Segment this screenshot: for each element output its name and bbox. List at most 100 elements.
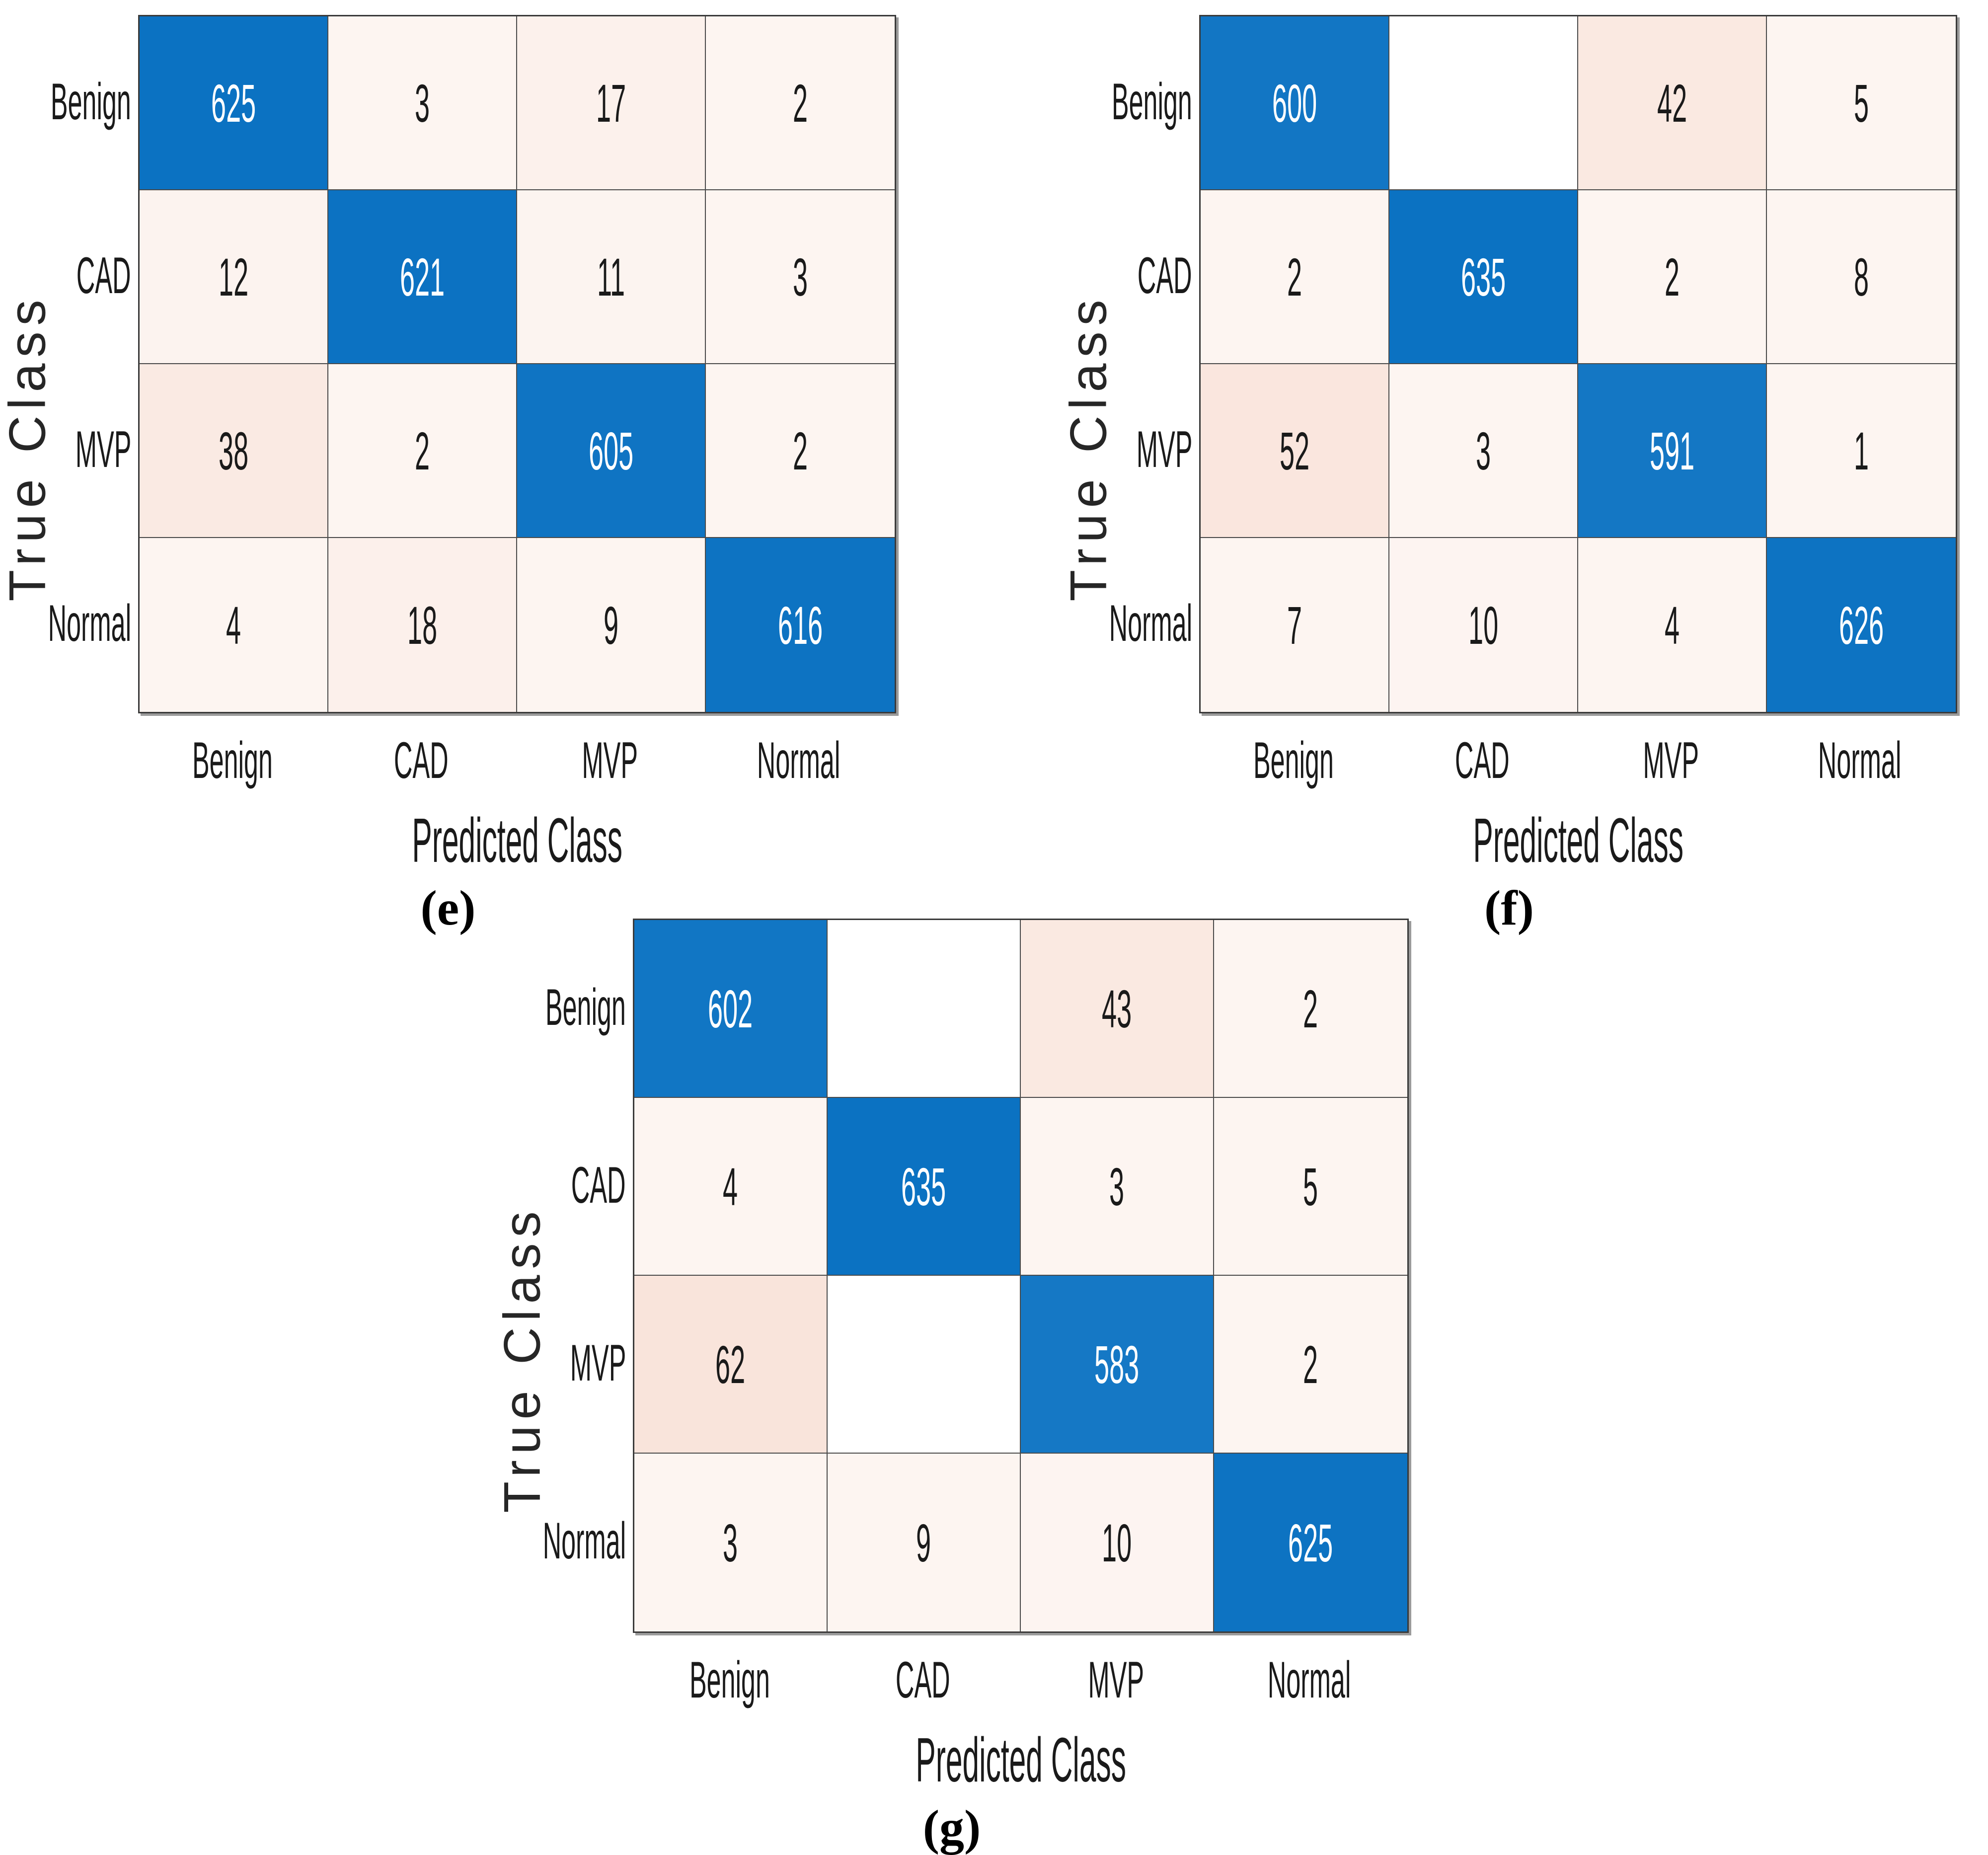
matrix-cell: 2 xyxy=(1214,920,1407,1098)
cell-value: 52 xyxy=(1279,420,1310,481)
panel-f-axes: True Class Benign CAD MVP Normal 600 42 5 2 635… xyxy=(1060,15,1957,880)
matrix-cell: 8 xyxy=(1767,190,1956,364)
row-label: Benign xyxy=(51,15,138,189)
row-label: Normal xyxy=(1109,537,1199,710)
panel-e-ylabel-column: True Class xyxy=(0,15,57,880)
row-label: CAD xyxy=(1117,189,1199,363)
confusion-matrix-panel-e: True Class Benign CAD MVP Normal 625 3 17 2 12 6… xyxy=(0,15,896,933)
row-label: Normal xyxy=(542,1452,633,1630)
row-label-text: Benign xyxy=(545,978,626,1036)
col-label-text: CAD xyxy=(1455,732,1510,789)
x-axis-label: Predicted Class xyxy=(1473,805,1683,875)
matrix-cell: 9 xyxy=(828,1454,1021,1631)
cell-value: 2 xyxy=(792,420,808,481)
cell-value: 42 xyxy=(1657,73,1687,133)
col-label: Benign xyxy=(1199,728,1388,793)
cell-value: 10 xyxy=(1102,1512,1132,1573)
cell-value: 9 xyxy=(916,1512,931,1573)
col-label: MVP xyxy=(1019,1648,1213,1712)
cell-value: 591 xyxy=(1649,420,1695,481)
row-label-text: CAD xyxy=(1138,246,1192,305)
matrix-cell: 3 xyxy=(1021,1098,1214,1276)
confusion-matrix-grid: 625 3 17 2 12 621 11 3 38 2 605 2 4 18 9 616 xyxy=(138,15,896,713)
panel-g-ylabel-column: True Class xyxy=(493,919,551,1800)
matrix-cell: 52 xyxy=(1201,364,1389,538)
cell-value: 17 xyxy=(596,73,626,133)
row-label-text: Benign xyxy=(51,73,131,131)
cell-value: 625 xyxy=(211,73,256,133)
col-label-text: MVP xyxy=(1088,1651,1144,1709)
matrix-cell: 18 xyxy=(328,538,517,712)
panel-g-row-labels: Benign CAD MVP Normal xyxy=(542,919,633,1800)
col-label: Normal xyxy=(704,728,893,793)
row-label-text: MVP xyxy=(75,420,131,478)
cell-value: 3 xyxy=(723,1512,738,1573)
cell-value: 18 xyxy=(407,595,438,655)
panel-e-col-labels: Benign CAD MVP Normal xyxy=(138,728,896,793)
col-label: CAD xyxy=(327,728,516,793)
panel-f-row-labels: Benign CAD MVP Normal xyxy=(1109,15,1199,880)
cell-value: 12 xyxy=(218,246,249,307)
row-label-text: CAD xyxy=(571,1156,626,1214)
matrix-cell: 621 xyxy=(328,190,517,364)
row-label-text: Normal xyxy=(48,594,131,652)
matrix-cell: 5 xyxy=(1214,1098,1407,1276)
row-label-text: Normal xyxy=(542,1512,626,1570)
col-label-text: Benign xyxy=(689,1651,770,1709)
col-label-text: MVP xyxy=(1643,732,1699,789)
cell-value: 635 xyxy=(1460,246,1506,307)
cell-value: 2 xyxy=(1664,246,1680,307)
row-label: CAD xyxy=(550,1096,633,1274)
col-label: Normal xyxy=(1213,1648,1406,1712)
cell-value: 5 xyxy=(1853,73,1869,133)
col-label-text: CAD xyxy=(895,1651,950,1709)
matrix-cell: 2 xyxy=(1214,1276,1407,1454)
y-axis-label: True Class xyxy=(1060,294,1118,602)
col-label-text: Normal xyxy=(1818,732,1902,789)
panel-g-col-labels: Benign CAD MVP Normal xyxy=(633,1648,1409,1712)
col-label: CAD xyxy=(1388,728,1577,793)
row-label: Normal xyxy=(48,537,138,710)
matrix-cell: 625 xyxy=(1214,1454,1407,1631)
row-label: Benign xyxy=(545,919,633,1096)
col-label-text: MVP xyxy=(582,732,638,789)
panel-caption: (e) xyxy=(420,880,476,935)
confusion-matrix-grid: 602 43 2 4 635 3 5 62 583 2 3 9 10 625 xyxy=(633,919,1409,1633)
cell-value: 8 xyxy=(1853,246,1869,307)
matrix-cell: 591 xyxy=(1578,364,1767,538)
col-label: Benign xyxy=(138,728,327,793)
col-label-text: Normal xyxy=(757,732,841,789)
matrix-cell: 2 xyxy=(706,16,895,190)
cell-value: 62 xyxy=(715,1334,746,1394)
matrix-cell: 3 xyxy=(328,16,517,190)
panel-e-row-labels: Benign CAD MVP Normal xyxy=(48,15,138,880)
matrix-cell: 10 xyxy=(1389,538,1578,712)
matrix-cell: 3 xyxy=(706,190,895,364)
y-axis-label: True Class xyxy=(493,1205,551,1513)
col-label: MVP xyxy=(516,728,704,793)
cell-value: 3 xyxy=(1109,1156,1125,1217)
cell-value: 11 xyxy=(597,246,625,307)
matrix-cell: 2 xyxy=(328,364,517,538)
cell-value: 600 xyxy=(1272,73,1317,133)
panel-g-axes: True Class Benign CAD MVP Normal 602 43 2 4 635… xyxy=(493,919,1409,1800)
cell-value: 9 xyxy=(603,595,619,655)
cell-value: 4 xyxy=(723,1156,738,1217)
col-label: Normal xyxy=(1765,728,1954,793)
matrix-cell: 605 xyxy=(517,364,706,538)
row-label: MVP xyxy=(56,363,138,537)
panel-e-grid-column: 625 3 17 2 12 621 11 3 38 2 605 2 4 18 9 616 Benign CAD M… xyxy=(138,15,896,880)
matrix-cell: 10 xyxy=(1021,1454,1214,1631)
matrix-cell: 4 xyxy=(140,538,328,712)
panel-caption: (g) xyxy=(922,1800,981,1855)
matrix-cell: 38 xyxy=(140,364,328,538)
matrix-cell: 2 xyxy=(706,364,895,538)
panel-f-ylabel-column: True Class xyxy=(1060,15,1118,880)
panel-f-grid-column: 600 42 5 2 635 2 8 52 3 591 1 7 10 4 626 Benign CAD MVP N… xyxy=(1199,15,1957,880)
col-label-text: Benign xyxy=(192,732,273,789)
cell-value: 3 xyxy=(792,246,808,307)
matrix-cell: 583 xyxy=(1021,1276,1214,1454)
row-label: Benign xyxy=(1112,15,1199,189)
matrix-cell: 635 xyxy=(828,1098,1021,1276)
matrix-cell: 17 xyxy=(517,16,706,190)
